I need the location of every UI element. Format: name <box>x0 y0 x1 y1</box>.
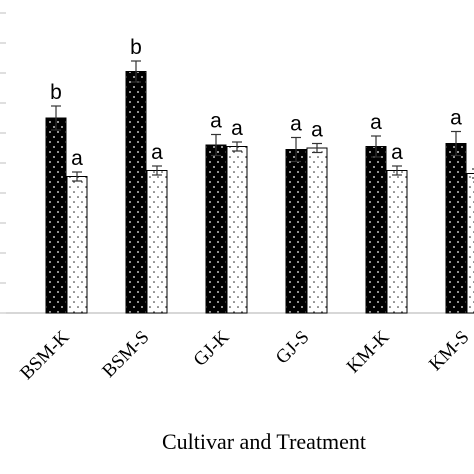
bar <box>466 173 474 314</box>
significance-label: a <box>290 113 302 136</box>
significance-label: a <box>311 119 323 142</box>
x-tick-label: GJ-S <box>272 327 314 369</box>
significance-label: a <box>370 111 382 134</box>
bar <box>45 117 67 314</box>
bar <box>226 146 248 314</box>
significance-label: a <box>231 117 243 140</box>
x-tick-label: BSM-K <box>16 326 74 384</box>
significance-label: a <box>210 110 222 133</box>
significance-label: a <box>71 147 83 170</box>
bars <box>45 60 474 314</box>
x-tick-label: BSM-S <box>98 327 153 382</box>
significance-label: a <box>450 107 462 130</box>
bar <box>386 170 408 314</box>
bar <box>125 71 147 314</box>
bar <box>285 149 307 314</box>
bar <box>205 144 227 314</box>
x-tick-label: KM-S <box>425 327 473 375</box>
significance-label: b <box>50 81 62 104</box>
bar <box>66 176 88 314</box>
x-tick-label: GJ-K <box>190 326 234 370</box>
bar <box>306 147 328 314</box>
significance-label: a <box>391 141 403 164</box>
significance-label: a <box>151 141 163 164</box>
x-axis-title: Cultivar and Treatment <box>162 429 366 454</box>
bar <box>445 143 467 314</box>
x-tick-label: KM-K <box>343 326 394 377</box>
bar <box>365 146 387 314</box>
bar <box>146 170 168 314</box>
significance-label: b <box>130 36 142 59</box>
